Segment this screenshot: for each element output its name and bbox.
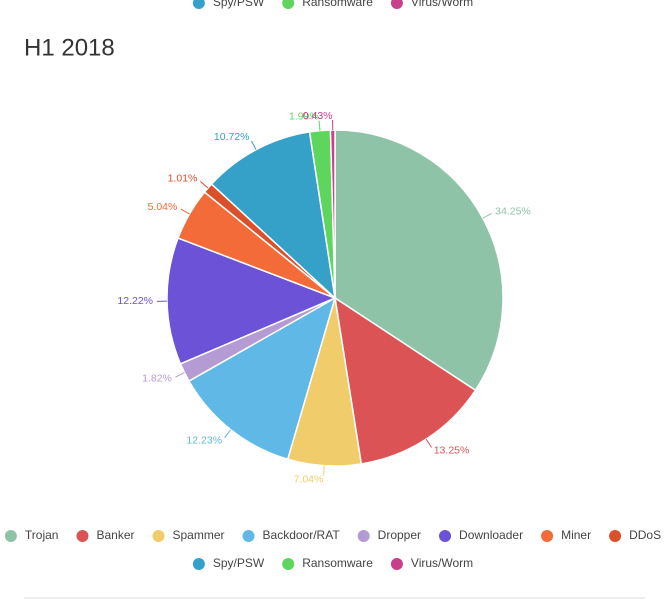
legend-swatch xyxy=(541,530,554,542)
value-label: 13.25% xyxy=(434,445,470,457)
legend-label: Spy/PSW xyxy=(213,556,265,570)
legend-swatch xyxy=(357,530,370,542)
value-label: 1.01% xyxy=(168,173,198,185)
value-label: 34.25% xyxy=(495,205,531,217)
legend-swatch xyxy=(192,0,205,9)
leader-line xyxy=(175,372,185,378)
legend-swatch xyxy=(242,530,255,542)
value-label: 1.82% xyxy=(142,373,172,385)
pie-slice xyxy=(210,131,337,301)
leader-line xyxy=(482,213,492,219)
pie-slice xyxy=(333,296,477,465)
legend-label: Spammer xyxy=(173,528,225,542)
leader-line xyxy=(250,140,257,150)
value-label: 5.04% xyxy=(148,201,178,213)
legend-swatch xyxy=(282,558,295,570)
legend-swatch xyxy=(609,530,622,542)
value-label: 12.22% xyxy=(117,295,153,307)
legend-label: Dropper xyxy=(378,528,421,542)
legend-swatch xyxy=(390,558,403,570)
legend-swatch xyxy=(192,558,205,570)
leader-line xyxy=(318,120,321,131)
legend-label: Backdoor/RAT xyxy=(263,528,341,542)
value-label: 0.43% xyxy=(303,110,333,122)
value-label: 7.04% xyxy=(294,473,324,485)
legend-label: Virus/Worm xyxy=(411,0,473,9)
legend-swatch xyxy=(390,0,403,9)
legend-row: Spy/PSW Ransomware Virus/Worm xyxy=(192,0,473,9)
legend-label: Miner xyxy=(561,528,591,542)
legend-label: Downloader xyxy=(459,528,523,542)
legend-label: Trojan xyxy=(25,528,59,542)
legend-row: Spy/PSW Ransomware Virus/Worm xyxy=(192,556,473,570)
legend-label: Virus/Worm xyxy=(411,556,473,570)
legend-swatch xyxy=(282,0,295,9)
leader-line xyxy=(200,181,209,189)
leader-line xyxy=(425,438,432,448)
leader-line xyxy=(180,208,190,215)
legend-label: Spy/PSW xyxy=(213,0,265,9)
legend-swatch xyxy=(76,530,89,542)
leader-line xyxy=(323,465,325,476)
chart-title: H1 2018 xyxy=(24,34,115,61)
legend-label: Ransomware xyxy=(302,0,373,9)
legend-swatch xyxy=(4,530,17,542)
legend-label: Banker xyxy=(96,528,134,542)
value-label: 10.72% xyxy=(214,131,250,143)
legend-label: Ransomware xyxy=(302,556,373,570)
legend-label: DDoS xyxy=(629,528,661,542)
value-label: 1.99% xyxy=(289,111,319,123)
legend-swatch xyxy=(152,530,165,542)
legend-swatch xyxy=(439,530,452,542)
legend-row: Trojan Banker Spammer Backdoor/RAT Dropper Do… xyxy=(4,528,661,542)
leader-line xyxy=(224,429,232,438)
value-label: 12.23% xyxy=(186,434,222,446)
